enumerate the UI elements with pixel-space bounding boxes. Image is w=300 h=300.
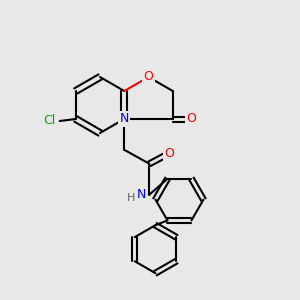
Text: Cl: Cl — [44, 115, 56, 128]
Text: O: O — [164, 147, 174, 160]
Text: H: H — [127, 193, 136, 202]
Text: N: N — [120, 112, 129, 125]
Text: O: O — [186, 112, 196, 125]
Text: O: O — [144, 70, 153, 83]
Text: N: N — [137, 188, 146, 201]
